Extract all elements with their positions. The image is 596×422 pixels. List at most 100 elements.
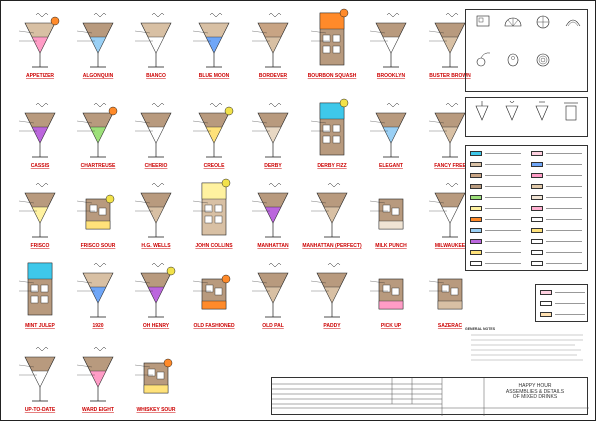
- legend-text-line: [546, 164, 582, 165]
- ice-cube: [89, 204, 98, 213]
- drink-old-fashioned: OLD FASHIONED: [192, 274, 235, 329]
- leader-line: [134, 30, 151, 34]
- drink-bordever: BORDEVER: [251, 13, 289, 79]
- drink-cheerio: CHEERIO: [134, 103, 172, 169]
- drawing-title-line2: ASSEMBLIES & DETAILS: [505, 388, 565, 395]
- drink-name-label: BIANCO: [146, 73, 166, 79]
- drink-name-label: H.G. WELLS: [141, 243, 171, 249]
- legend-color-chip: [540, 312, 552, 317]
- legend-swatch: [529, 216, 587, 223]
- legend-swatch: [468, 172, 526, 179]
- legend-color-chip: [470, 239, 482, 244]
- stir-symbol: [386, 13, 400, 17]
- drink-name-label: APPETIZER: [26, 73, 54, 79]
- legend-swatch: [529, 194, 587, 201]
- leader-line: [428, 120, 445, 124]
- drink-creole: CREOLE: [192, 103, 234, 169]
- leader-line: [18, 30, 35, 34]
- ice-cube: [204, 204, 213, 213]
- legend-text-line: [546, 186, 582, 187]
- drink-brooklyn: BROOKLYN: [369, 13, 407, 79]
- ice-cube: [382, 204, 391, 213]
- liquid-layer: [382, 36, 400, 54]
- drink-paddy: PADDY: [310, 263, 348, 329]
- legend-color-chip: [531, 184, 543, 189]
- symbol-cherry: [468, 50, 498, 88]
- legend-swatch: [529, 227, 587, 234]
- leader-line: [369, 280, 386, 284]
- drink-derby: DERBY: [251, 103, 289, 169]
- leader-line: [76, 280, 93, 284]
- drink-elegant: ELEGANT: [369, 103, 407, 169]
- liquid-layer: [147, 206, 165, 224]
- drink-pick-up: PICK UP: [369, 278, 404, 329]
- ice-cube: [98, 207, 107, 216]
- ice-cube: [322, 45, 331, 54]
- symbol-citrus-wheel: [528, 12, 558, 50]
- legend-text-line: [485, 241, 521, 242]
- ice-cube: [30, 295, 39, 304]
- liquid-layer: [31, 36, 49, 54]
- ice-cube: [332, 135, 341, 144]
- ice-cube: [204, 215, 213, 224]
- drink-h-g-wells: H.G. WELLS: [134, 183, 172, 249]
- liquid-layer: [147, 286, 165, 304]
- ice-cube: [40, 295, 49, 304]
- legend-color-chip: [540, 301, 552, 306]
- garnish-lime-icon: [105, 194, 115, 204]
- leader-line: [369, 200, 386, 204]
- drink-name-label: 1920: [92, 323, 103, 329]
- liquid-layer: [31, 206, 49, 224]
- legend-color-chip: [470, 217, 482, 222]
- legend-swatch: [468, 260, 526, 267]
- drink-milk-punch: MILK PUNCH: [369, 198, 407, 249]
- ice-cube: [441, 284, 450, 293]
- stir-symbol: [35, 347, 49, 351]
- drink-name-label: JOHN COLLINS: [195, 243, 233, 249]
- leader-line: [76, 200, 93, 204]
- stir-symbol: [151, 183, 165, 187]
- liquid-layer: [201, 182, 227, 200]
- stir-symbol: [268, 103, 282, 107]
- drink-cassis: CASSIS: [18, 103, 56, 169]
- drink-name-label: BUSTER BROWN: [429, 73, 471, 79]
- legend-text-line: [485, 175, 521, 176]
- legend-swatch: [529, 249, 587, 256]
- legend-color-chip: [531, 162, 543, 167]
- drink-name-label: FRISCO SOUR: [81, 243, 116, 249]
- garnish-legend: [535, 284, 588, 322]
- drink-name-label: SAZERAC: [438, 323, 463, 329]
- drink-name-label: CHARTREUSE: [81, 163, 116, 169]
- symbol-key: [465, 9, 588, 92]
- liquid-layer: [89, 126, 107, 144]
- garnish-orange-icon: [339, 8, 349, 18]
- leader-line: [428, 200, 445, 204]
- drink-name-label: MINT JULEP: [25, 323, 55, 329]
- drink-name-label: MANHATTAN (PERFECT): [302, 243, 362, 249]
- leader-line: [76, 120, 93, 124]
- drink-name-label: CHEERIO: [145, 163, 168, 169]
- drink-name-label: CREOLE: [204, 163, 226, 169]
- drink-manhattan-perfect-: MANHATTAN (PERFECT): [302, 183, 362, 249]
- legend-swatch: [468, 205, 526, 212]
- drink-name-label: PADDY: [323, 323, 341, 329]
- drink-up-to-date: UP-TO-DATE: [18, 347, 56, 413]
- leader-line: [310, 120, 327, 124]
- ice-cube: [382, 284, 391, 293]
- stir-symbol: [93, 103, 107, 107]
- garnish-orange-icon: [108, 106, 118, 116]
- legend-text-line: [546, 263, 582, 264]
- legend-text-line: [485, 186, 521, 187]
- legend-swatch: [529, 150, 587, 157]
- legend-color-chip: [531, 195, 543, 200]
- legend-color-chip: [470, 228, 482, 233]
- drink-name-label: OLD PAL: [262, 323, 284, 329]
- drink-ward-eight: WARD EIGHT: [76, 347, 114, 413]
- drink-name-label: OLD FASHIONED: [193, 323, 235, 329]
- notes-text-lines: [471, 334, 583, 361]
- drink-name-label: BOURBON SQUASH: [308, 73, 357, 79]
- ice-cube: [322, 135, 331, 144]
- legend-swatch: [468, 183, 526, 190]
- ice-cube: [391, 207, 400, 216]
